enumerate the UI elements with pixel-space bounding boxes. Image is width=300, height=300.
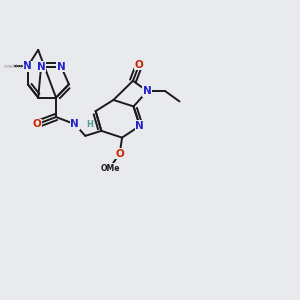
Text: O: O bbox=[33, 119, 42, 129]
Text: O: O bbox=[116, 148, 124, 158]
Text: H: H bbox=[87, 120, 94, 129]
Text: methyl: methyl bbox=[4, 64, 26, 69]
Text: N: N bbox=[57, 62, 65, 72]
Text: N: N bbox=[143, 86, 152, 96]
Text: N: N bbox=[136, 121, 144, 131]
Text: N: N bbox=[70, 119, 79, 129]
Text: O: O bbox=[135, 60, 144, 70]
Text: N: N bbox=[37, 62, 45, 72]
Text: N: N bbox=[23, 61, 32, 71]
Text: OMe: OMe bbox=[100, 164, 120, 173]
